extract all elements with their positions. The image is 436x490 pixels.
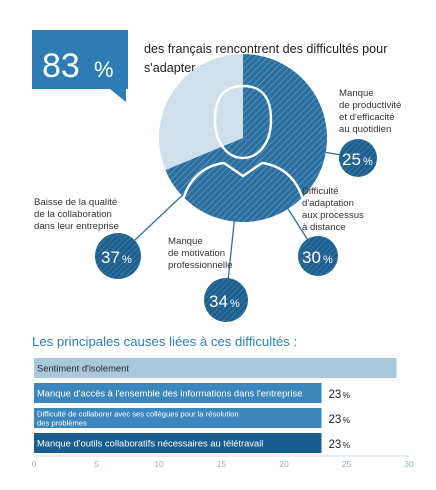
label-30-line-1: Difficulté <box>302 186 339 197</box>
label-34-line-2: de motivation <box>168 248 225 259</box>
label-34: Manque de motivation professionnelle <box>168 236 233 271</box>
x-tick-label-5: 5 <box>94 459 99 469</box>
bar-label-3-line-1: Difficulté de collaborer avec ses collèg… <box>37 410 239 419</box>
bar-1 <box>34 358 397 378</box>
label-34-line-1: Manque <box>168 236 203 247</box>
x-tick-label-30: 30 <box>404 459 414 469</box>
bar-label-1-line-1: Sentiment d'isolement <box>37 363 129 374</box>
stat-37-number: 37 <box>101 248 120 267</box>
bar-value-2: 23 <box>329 389 342 401</box>
label-30-line-4: à distance <box>302 222 346 233</box>
headline-box-tail <box>110 89 126 102</box>
person-icon <box>181 84 305 201</box>
stat-30-number: 30 <box>302 248 321 267</box>
stat-25-sign: % <box>363 156 373 168</box>
label-25: Manque de productivité et d'efficacité a… <box>339 88 401 135</box>
x-tick-label-25: 25 <box>342 459 352 469</box>
stat-37-sign: % <box>122 254 132 266</box>
label-37-line-3: dans leur entreprise <box>34 221 119 232</box>
bar-label-3-line-2: des problèmes <box>37 419 87 428</box>
headline-percent-sign: % <box>94 57 114 82</box>
headline-percent-number: 83 <box>42 47 80 85</box>
headline-stat: 83 % <box>32 30 128 102</box>
x-tick-label-0: 0 <box>32 459 37 469</box>
section-title: Les principales causes liées à ces diffi… <box>32 334 297 349</box>
bar-label-2-line-1: Manque d'accès à l'ensemble des informat… <box>37 388 302 399</box>
label-25-line-2: de productivité <box>339 100 401 111</box>
label-37: Baisse de la qualité de la collaboration… <box>34 197 119 232</box>
pie-slice-83 <box>165 53 328 222</box>
bar-value-sign-3: % <box>343 415 351 425</box>
label-25-line-1: Manque <box>339 88 374 99</box>
x-tick-label-20: 20 <box>279 459 289 469</box>
stat-30-sign: % <box>323 254 333 266</box>
label-25-line-4: au quotidien <box>339 124 391 135</box>
bar-value-sign-2: % <box>343 390 351 400</box>
stat-circle-34: 34 % <box>204 278 248 322</box>
headline-text-line1: des français rencontrent des difficultés… <box>144 42 387 56</box>
stat-circle-25: 25 % <box>339 139 377 177</box>
label-25-line-3: et d'efficacité <box>339 112 395 123</box>
bar-value-4: 23 <box>329 439 342 451</box>
bar-label-4-line-1: Manque d'outils collaboratifs nécessaire… <box>37 438 263 449</box>
stat-25-number: 25 <box>342 150 361 169</box>
bar-4 <box>34 433 322 453</box>
label-34-line-3: professionnelle <box>168 260 233 271</box>
bar-value-3: 23 <box>329 414 342 426</box>
stat-circle-37: 37 % <box>95 233 141 279</box>
headline-box <box>32 30 128 89</box>
stat-34-number: 34 <box>209 292 228 311</box>
stat-34-sign: % <box>230 298 240 310</box>
label-37-line-1: Baisse de la qualité <box>34 197 117 208</box>
label-30-line-3: aux processus <box>302 210 364 221</box>
causes-bar-chart: Sentiment d'isolement29%Manque d'accès à… <box>32 358 414 469</box>
x-tick-label-10: 10 <box>154 459 164 469</box>
main-pie <box>159 53 328 222</box>
label-37-line-2: de la collaboration <box>34 209 112 220</box>
stat-circle-30: 30 % <box>298 236 338 276</box>
label-30: Difficulté d'adaptation aux processus à … <box>302 186 364 233</box>
bar-2 <box>34 383 322 403</box>
bar-3 <box>34 408 322 428</box>
x-tick-label-15: 15 <box>217 459 227 469</box>
label-30-line-2: d'adaptation <box>302 198 354 209</box>
bar-value-sign-4: % <box>343 440 351 450</box>
